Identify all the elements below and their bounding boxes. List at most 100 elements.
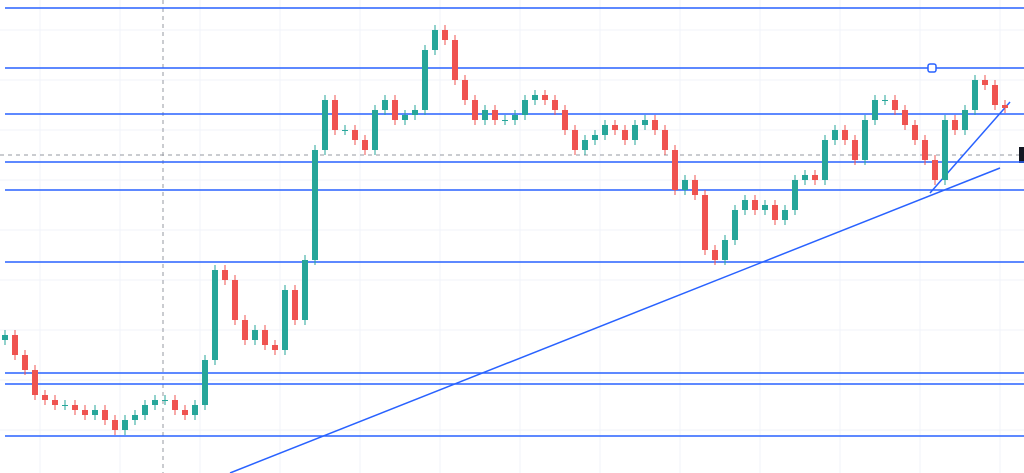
candle-body <box>52 400 58 405</box>
candle-body <box>562 110 568 130</box>
candle-body <box>232 280 238 320</box>
candle-body <box>552 100 558 110</box>
candle-body <box>912 125 918 140</box>
candle-body <box>522 100 528 115</box>
candle-body <box>902 110 908 125</box>
candle-body <box>982 80 988 85</box>
price-tag <box>1019 147 1024 163</box>
candle-body <box>322 100 328 150</box>
candle-body <box>42 395 48 400</box>
candle-body <box>182 410 188 415</box>
candle-body <box>422 50 428 110</box>
candle-body <box>892 100 898 110</box>
candle-body <box>262 330 268 345</box>
candle-body <box>702 195 708 250</box>
trend-line <box>229 167 1001 473</box>
candle-body <box>242 320 248 340</box>
candle-body <box>212 270 218 360</box>
candle-body <box>752 200 758 210</box>
candle-body <box>732 210 738 240</box>
candle-body <box>612 125 618 130</box>
candle-body <box>172 400 178 410</box>
candle-body <box>872 100 878 120</box>
candle-body <box>12 335 18 355</box>
candle-body <box>762 205 768 210</box>
candle-body <box>532 95 538 100</box>
candle-body <box>952 120 958 130</box>
candle-body <box>992 85 998 105</box>
candle-body <box>772 205 778 220</box>
candle-body <box>32 370 38 395</box>
candle-body <box>92 410 98 415</box>
candle-body <box>862 120 868 160</box>
candle-body <box>492 110 498 120</box>
candle-body <box>382 100 388 110</box>
candle-body <box>782 210 788 220</box>
candle-body <box>712 250 718 260</box>
candle-body <box>442 30 448 40</box>
candle-body <box>132 415 138 420</box>
candle-body <box>502 120 508 121</box>
candle-body <box>352 130 358 140</box>
candle-body <box>252 330 258 340</box>
candle-body <box>672 150 678 190</box>
candle-body <box>222 270 228 280</box>
candle-body <box>832 130 838 140</box>
candle-body <box>332 100 338 130</box>
line-handle <box>927 63 937 73</box>
candle-body <box>22 355 28 370</box>
candle-body <box>882 100 888 101</box>
candle-body <box>542 95 548 100</box>
candle-body <box>842 130 848 140</box>
candle-body <box>572 130 578 150</box>
candle-body <box>282 290 288 350</box>
candle-body <box>482 110 488 120</box>
candle-body <box>692 180 698 195</box>
candle-body <box>362 140 368 150</box>
candle-body <box>412 110 418 115</box>
candle-body <box>972 80 978 110</box>
candle-body <box>62 405 68 406</box>
candle-body <box>642 120 648 125</box>
candle-body <box>652 120 658 130</box>
candle-body <box>1002 105 1008 108</box>
candle-body <box>142 405 148 415</box>
candle-body <box>462 80 468 100</box>
candle-body <box>662 130 668 150</box>
candle-body <box>682 180 688 190</box>
candle-body <box>192 405 198 415</box>
candle-body <box>312 150 318 260</box>
candle-body <box>112 420 118 430</box>
candle-body <box>722 240 728 260</box>
candle-body <box>622 130 628 140</box>
candle-body <box>822 140 828 180</box>
candle-body <box>942 120 948 180</box>
candle-body <box>152 400 158 405</box>
candle-body <box>102 410 108 420</box>
candle-body <box>452 40 458 80</box>
candle-body <box>592 135 598 140</box>
candle-body <box>812 175 818 180</box>
candle-body <box>202 360 208 405</box>
candle-body <box>632 125 638 140</box>
candle-body <box>272 345 278 350</box>
candle-body <box>742 200 748 210</box>
candle-body <box>512 115 518 120</box>
candle-body <box>922 140 928 160</box>
candle-body <box>402 115 408 120</box>
candle-body <box>962 110 968 130</box>
candle-body <box>602 125 608 135</box>
candle-body <box>472 100 478 120</box>
candle-body <box>372 110 378 150</box>
candle-body <box>122 420 128 430</box>
candle-body <box>2 335 8 340</box>
candle-body <box>302 260 308 320</box>
candle-body <box>932 160 938 180</box>
candle-body <box>792 180 798 210</box>
candle-body <box>432 30 438 50</box>
candle-body <box>292 290 298 320</box>
candle-body <box>162 400 168 401</box>
